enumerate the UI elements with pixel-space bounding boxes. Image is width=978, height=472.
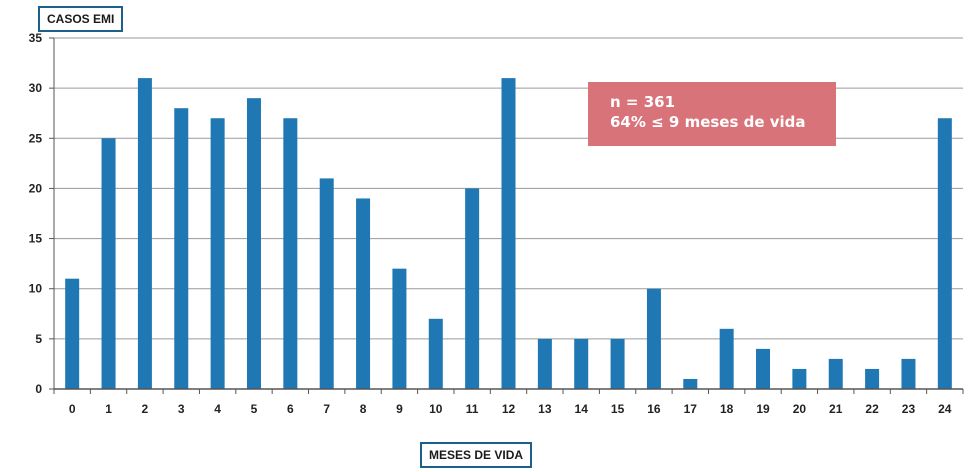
x-tick-label: 23 [902, 402, 916, 416]
bar-month-21 [828, 358, 843, 389]
x-tick-label: 21 [829, 402, 843, 416]
bar-month-1 [101, 138, 116, 389]
bar-month-17 [683, 378, 698, 389]
x-tick-label: 6 [287, 402, 294, 416]
y-axis-title: CASOS EMI [38, 6, 124, 32]
x-axis-title: MESES DE VIDA [420, 442, 533, 468]
x-tick-label: 24 [938, 402, 952, 416]
y-tick-label: 15 [29, 232, 43, 246]
bar-month-10 [428, 318, 443, 389]
bar-month-20 [792, 368, 807, 389]
x-tick-label: 0 [69, 402, 76, 416]
annotation-line-1: n = 361 [610, 93, 676, 111]
x-tick-label: 15 [611, 402, 625, 416]
x-tick-label: 4 [214, 402, 221, 416]
bar-month-5 [246, 98, 261, 390]
annotation-box: n = 361 64% ≤ 9 meses de vida [588, 82, 836, 146]
x-tick-label: 1 [105, 402, 112, 416]
y-tick-label: 5 [35, 332, 42, 346]
bar-month-8 [356, 198, 371, 389]
bar-month-22 [865, 368, 880, 389]
bar-month-3 [174, 108, 189, 389]
bar-month-12 [501, 78, 516, 389]
x-tick-label: 2 [142, 402, 149, 416]
bar-month-13 [537, 338, 552, 389]
y-tick-labels: 0 5 10 15 20 25 30 35 [29, 31, 43, 396]
bar-month-7 [319, 178, 334, 389]
x-tick-label: 8 [360, 402, 367, 416]
x-tick-label: 13 [538, 402, 552, 416]
bar-month-2 [137, 78, 152, 389]
bar-month-15 [610, 338, 625, 389]
x-tick-label: 7 [323, 402, 330, 416]
axes [49, 37, 964, 394]
x-tick-label: 19 [756, 402, 770, 416]
x-tick-label: 5 [251, 402, 258, 416]
bar-month-9 [392, 268, 407, 389]
x-tick-label: 11 [466, 402, 479, 416]
y-tick-label: 30 [29, 81, 43, 95]
bar-month-4 [210, 118, 225, 389]
x-tick-label: 12 [502, 402, 516, 416]
bars [65, 78, 952, 390]
y-tick-label: 25 [29, 131, 43, 145]
x-tick-label: 14 [575, 402, 589, 416]
y-tick-label: 20 [29, 181, 43, 195]
bar-month-0 [65, 278, 80, 389]
x-tick-label: 3 [178, 402, 185, 416]
bar-month-19 [756, 348, 771, 389]
y-tick-label: 35 [29, 31, 43, 45]
x-tick-label: 10 [429, 402, 443, 416]
bar-month-24 [937, 118, 952, 389]
x-tick-label: 18 [720, 402, 734, 416]
bar-month-11 [465, 188, 480, 389]
annotation-line-2: 64% ≤ 9 meses de vida [610, 113, 806, 131]
x-tick-labels: 0 1 2 3 4 5 6 7 8 9 10 11 12 13 14 15 16 17 18 19 20 21 22 23 24 [69, 402, 952, 416]
bar-month-14 [574, 338, 589, 389]
bar-month-6 [283, 118, 298, 389]
bar-month-18 [719, 328, 734, 389]
x-tick-label: 20 [793, 402, 807, 416]
bar-month-16 [646, 288, 661, 389]
x-tick-label: 17 [684, 402, 698, 416]
y-tick-label: 0 [35, 382, 42, 396]
x-tick-label: 22 [865, 402, 879, 416]
y-tick-label: 10 [29, 282, 43, 296]
x-tick-label: 9 [396, 402, 403, 416]
x-tick-label: 16 [647, 402, 661, 416]
bar-month-23 [901, 358, 916, 389]
